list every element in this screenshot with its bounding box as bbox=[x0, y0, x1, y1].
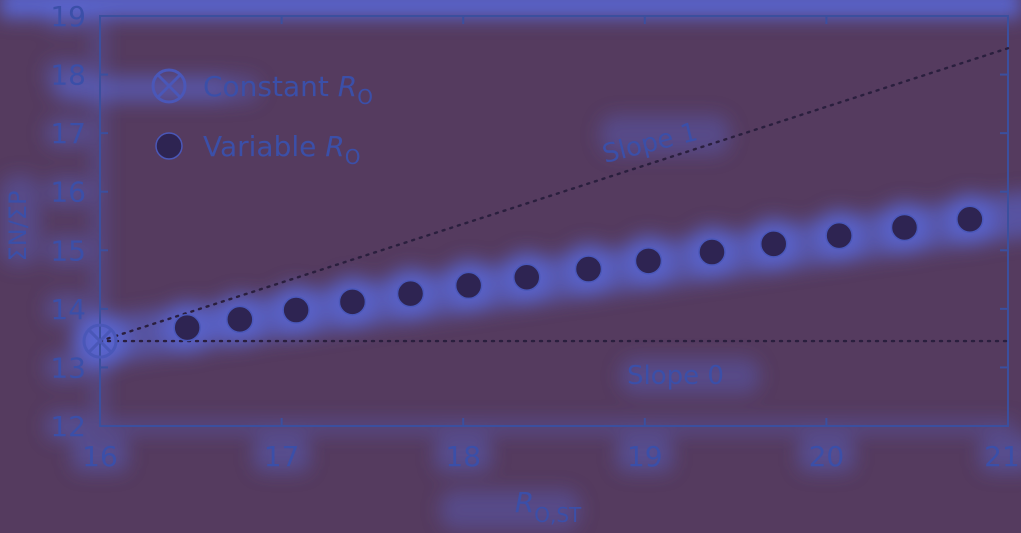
variable-ro-point bbox=[634, 247, 663, 275]
slope-1-line bbox=[98, 47, 1010, 343]
constant-ro-circle bbox=[82, 323, 118, 359]
tick-label-glow bbox=[46, 412, 90, 440]
variable-ro-point bbox=[956, 205, 984, 233]
x-axis-label-subscript: O,ST bbox=[534, 503, 582, 527]
legend-label-symbol: R bbox=[338, 70, 357, 103]
legend-label-subscript: O bbox=[357, 85, 373, 109]
variable-ro-point bbox=[574, 255, 603, 283]
variable-ro-point bbox=[825, 221, 853, 250]
variable-ro-point bbox=[890, 213, 919, 242]
y-tick-label: 16 bbox=[50, 176, 86, 209]
filled-circle-icon bbox=[155, 132, 183, 160]
y-axis-label: ΣN/ΣP bbox=[4, 191, 32, 262]
legend-label-symbol: R bbox=[325, 130, 344, 163]
x-tick-label: 17 bbox=[264, 440, 300, 473]
tick-label-glow bbox=[435, 436, 492, 472]
tick-label-glow bbox=[46, 353, 90, 382]
label-glow bbox=[440, 490, 580, 530]
variable-ro-point bbox=[513, 263, 541, 291]
label-glow bbox=[620, 358, 760, 394]
variable-ro-point bbox=[338, 288, 367, 316]
x-tick-label: 19 bbox=[627, 440, 663, 473]
x-tick-label: 21 bbox=[984, 440, 1020, 473]
y-tick-label: 12 bbox=[50, 410, 86, 443]
x-axis-label: RO,ST bbox=[515, 486, 582, 527]
label-glow bbox=[0, 175, 40, 265]
variable-ro-point bbox=[226, 305, 254, 334]
y-tick-label: 15 bbox=[50, 234, 86, 267]
variable-ro-point bbox=[396, 279, 425, 308]
variable-ro-point bbox=[759, 230, 788, 258]
data-points bbox=[82, 205, 984, 359]
y-tick-label: 19 bbox=[50, 0, 86, 33]
constant-ro-cross bbox=[87, 328, 113, 354]
legend-cross bbox=[156, 73, 182, 99]
legend-circle bbox=[151, 68, 187, 104]
legend-label-text: Constant bbox=[203, 70, 338, 103]
y-tick-label: 14 bbox=[50, 293, 86, 326]
legend-label-text: Variable bbox=[203, 130, 325, 163]
top-edge-glow bbox=[0, 0, 1021, 18]
circle-cross-icon bbox=[151, 68, 187, 104]
label-glow bbox=[50, 76, 260, 102]
legend-label-subscript: O bbox=[345, 145, 361, 169]
y-tick-label: 13 bbox=[50, 351, 86, 384]
tick-label-glow bbox=[46, 60, 90, 89]
x-tick-label: 18 bbox=[445, 440, 481, 473]
y-tick-label: 18 bbox=[50, 59, 86, 92]
variable-ro-point bbox=[698, 238, 726, 266]
x-tick-label: 16 bbox=[82, 440, 118, 473]
tick-label-glow bbox=[798, 436, 855, 472]
tick-label-glow bbox=[72, 436, 128, 472]
slope-0-label: Slope 0 bbox=[627, 361, 724, 391]
constant-ro-point bbox=[82, 323, 118, 359]
tick-label-glow bbox=[980, 436, 1021, 472]
reference-lines bbox=[98, 47, 1010, 343]
tick-label-glow bbox=[46, 177, 90, 206]
variable-ro-point bbox=[454, 271, 483, 300]
tick-label-glow bbox=[616, 436, 673, 472]
tick-label-glow bbox=[46, 119, 90, 148]
x-tick-label: 20 bbox=[809, 440, 845, 473]
variable-ro-point bbox=[173, 313, 201, 342]
tick-label-glow bbox=[46, 236, 90, 265]
x-axis-label-symbol: R bbox=[515, 486, 534, 519]
label-glow bbox=[600, 115, 730, 155]
tick-label-glow bbox=[253, 436, 310, 472]
legend-label: Variable RO bbox=[203, 130, 361, 169]
plot-frame bbox=[99, 15, 1009, 427]
legend-label: Constant RO bbox=[203, 70, 373, 109]
plot-border bbox=[99, 15, 1009, 427]
tick-label-glow bbox=[46, 2, 90, 30]
variable-ro-point bbox=[282, 296, 310, 324]
axis-ticks: 12 13 14 15 16 17 18 19 16 17 18 19 20 21 bbox=[50, 0, 1019, 473]
tick-label-glow bbox=[46, 294, 90, 323]
y-tick-label: 17 bbox=[50, 117, 86, 150]
